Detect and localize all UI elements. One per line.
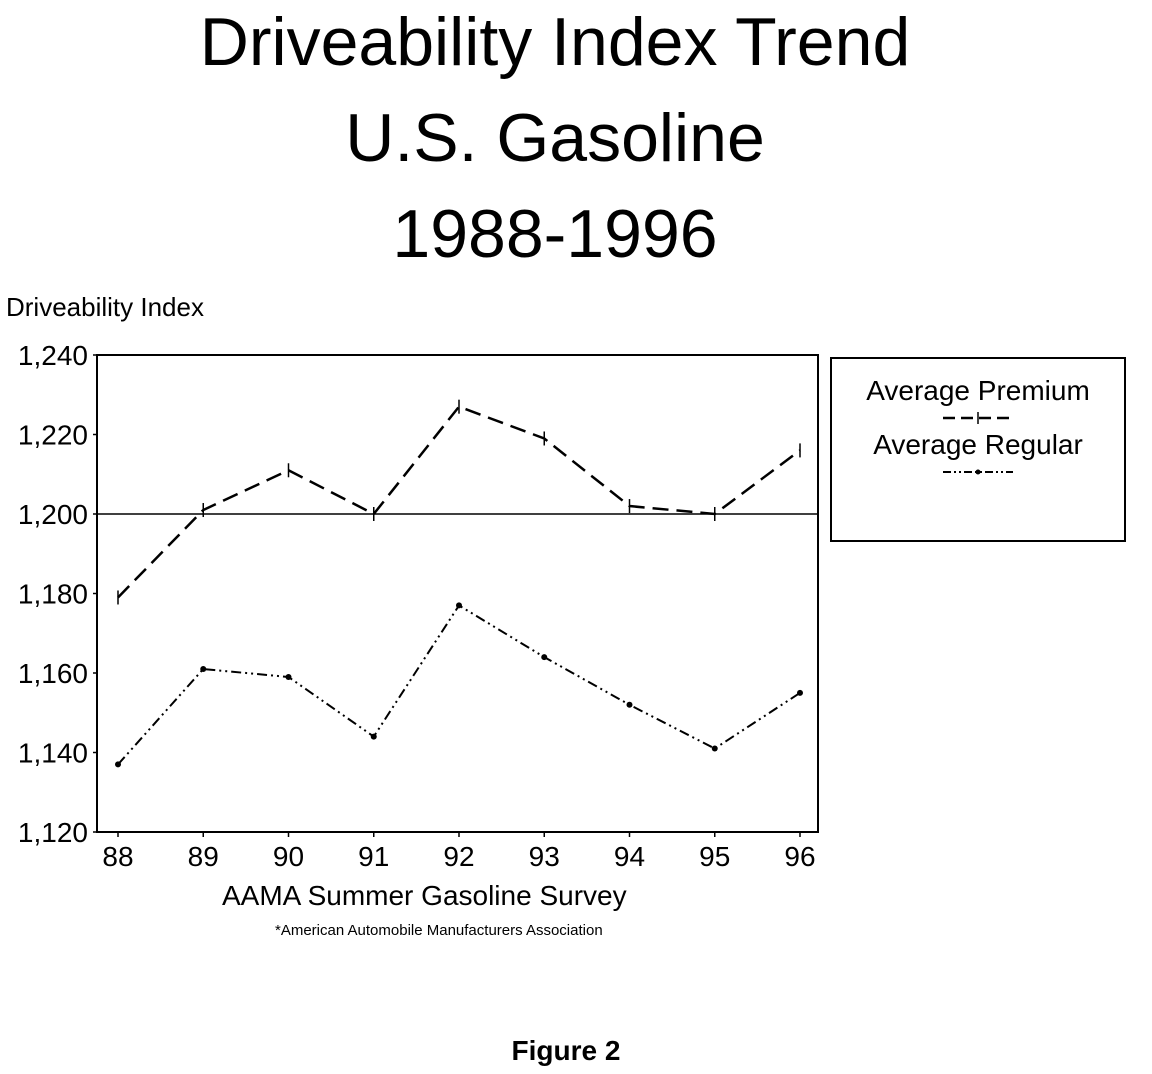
x-tick-label: 96 — [784, 841, 815, 872]
series-line-regular — [117, 604, 801, 766]
y-tick-label: 1,240 — [18, 340, 88, 371]
chart-plot: 1,120 1,140 1,160 1,180 1,200 1,220 1,240 88 89 9… — [18, 340, 819, 872]
legend-swatch-premium — [943, 412, 1013, 424]
regular-point-marker — [797, 689, 803, 696]
legend-label-premium: Average Premium — [866, 375, 1090, 406]
x-tick-label: 92 — [443, 841, 474, 872]
series-line-premium — [117, 405, 801, 599]
regular-point-marker — [285, 673, 292, 680]
chart-title-line-3: 1988-1996 — [392, 196, 718, 272]
regular-point-marker — [711, 745, 718, 752]
x-tick-label: 94 — [614, 841, 645, 872]
y-tick-label: 1,120 — [18, 817, 88, 848]
x-tick-label: 91 — [358, 841, 389, 872]
regular-point-marker — [115, 761, 121, 768]
legend-label-regular: Average Regular — [873, 429, 1083, 460]
chart-title-line-1: Driveability Index Trend — [199, 4, 911, 80]
y-axis-label: Driveability Index — [6, 292, 204, 322]
footnote: *American Automobile Manufacturers Assoc… — [275, 922, 603, 939]
regular-point-marker — [200, 666, 207, 673]
regular-point-marker — [456, 602, 462, 609]
regular-point-marker — [370, 733, 377, 740]
chart-title-line-2: U.S. Gasoline — [345, 100, 765, 176]
x-tick-label: 89 — [188, 841, 219, 872]
y-tick-label: 1,180 — [18, 579, 88, 610]
regular-point-marker — [626, 701, 633, 708]
figure-caption: Figure 2 — [511, 1035, 621, 1066]
y-tick-label: 1,200 — [18, 499, 88, 530]
plot-frame — [96, 354, 819, 833]
x-axis-label: AAMA Summer Gasoline Survey — [222, 880, 627, 911]
x-tick-label: 88 — [102, 841, 133, 872]
x-tick-label: 93 — [529, 841, 560, 872]
y-tick-label: 1,140 — [18, 738, 88, 769]
y-tick-label: 1,220 — [18, 420, 88, 451]
x-tick-label: 90 — [273, 841, 304, 872]
x-tick-label: 95 — [699, 841, 730, 872]
regular-point-marker — [541, 654, 548, 661]
legend-swatch-regular — [943, 469, 1013, 475]
legend: Average Premium Average Regular — [830, 357, 1126, 542]
y-tick-label: 1,160 — [18, 658, 88, 689]
